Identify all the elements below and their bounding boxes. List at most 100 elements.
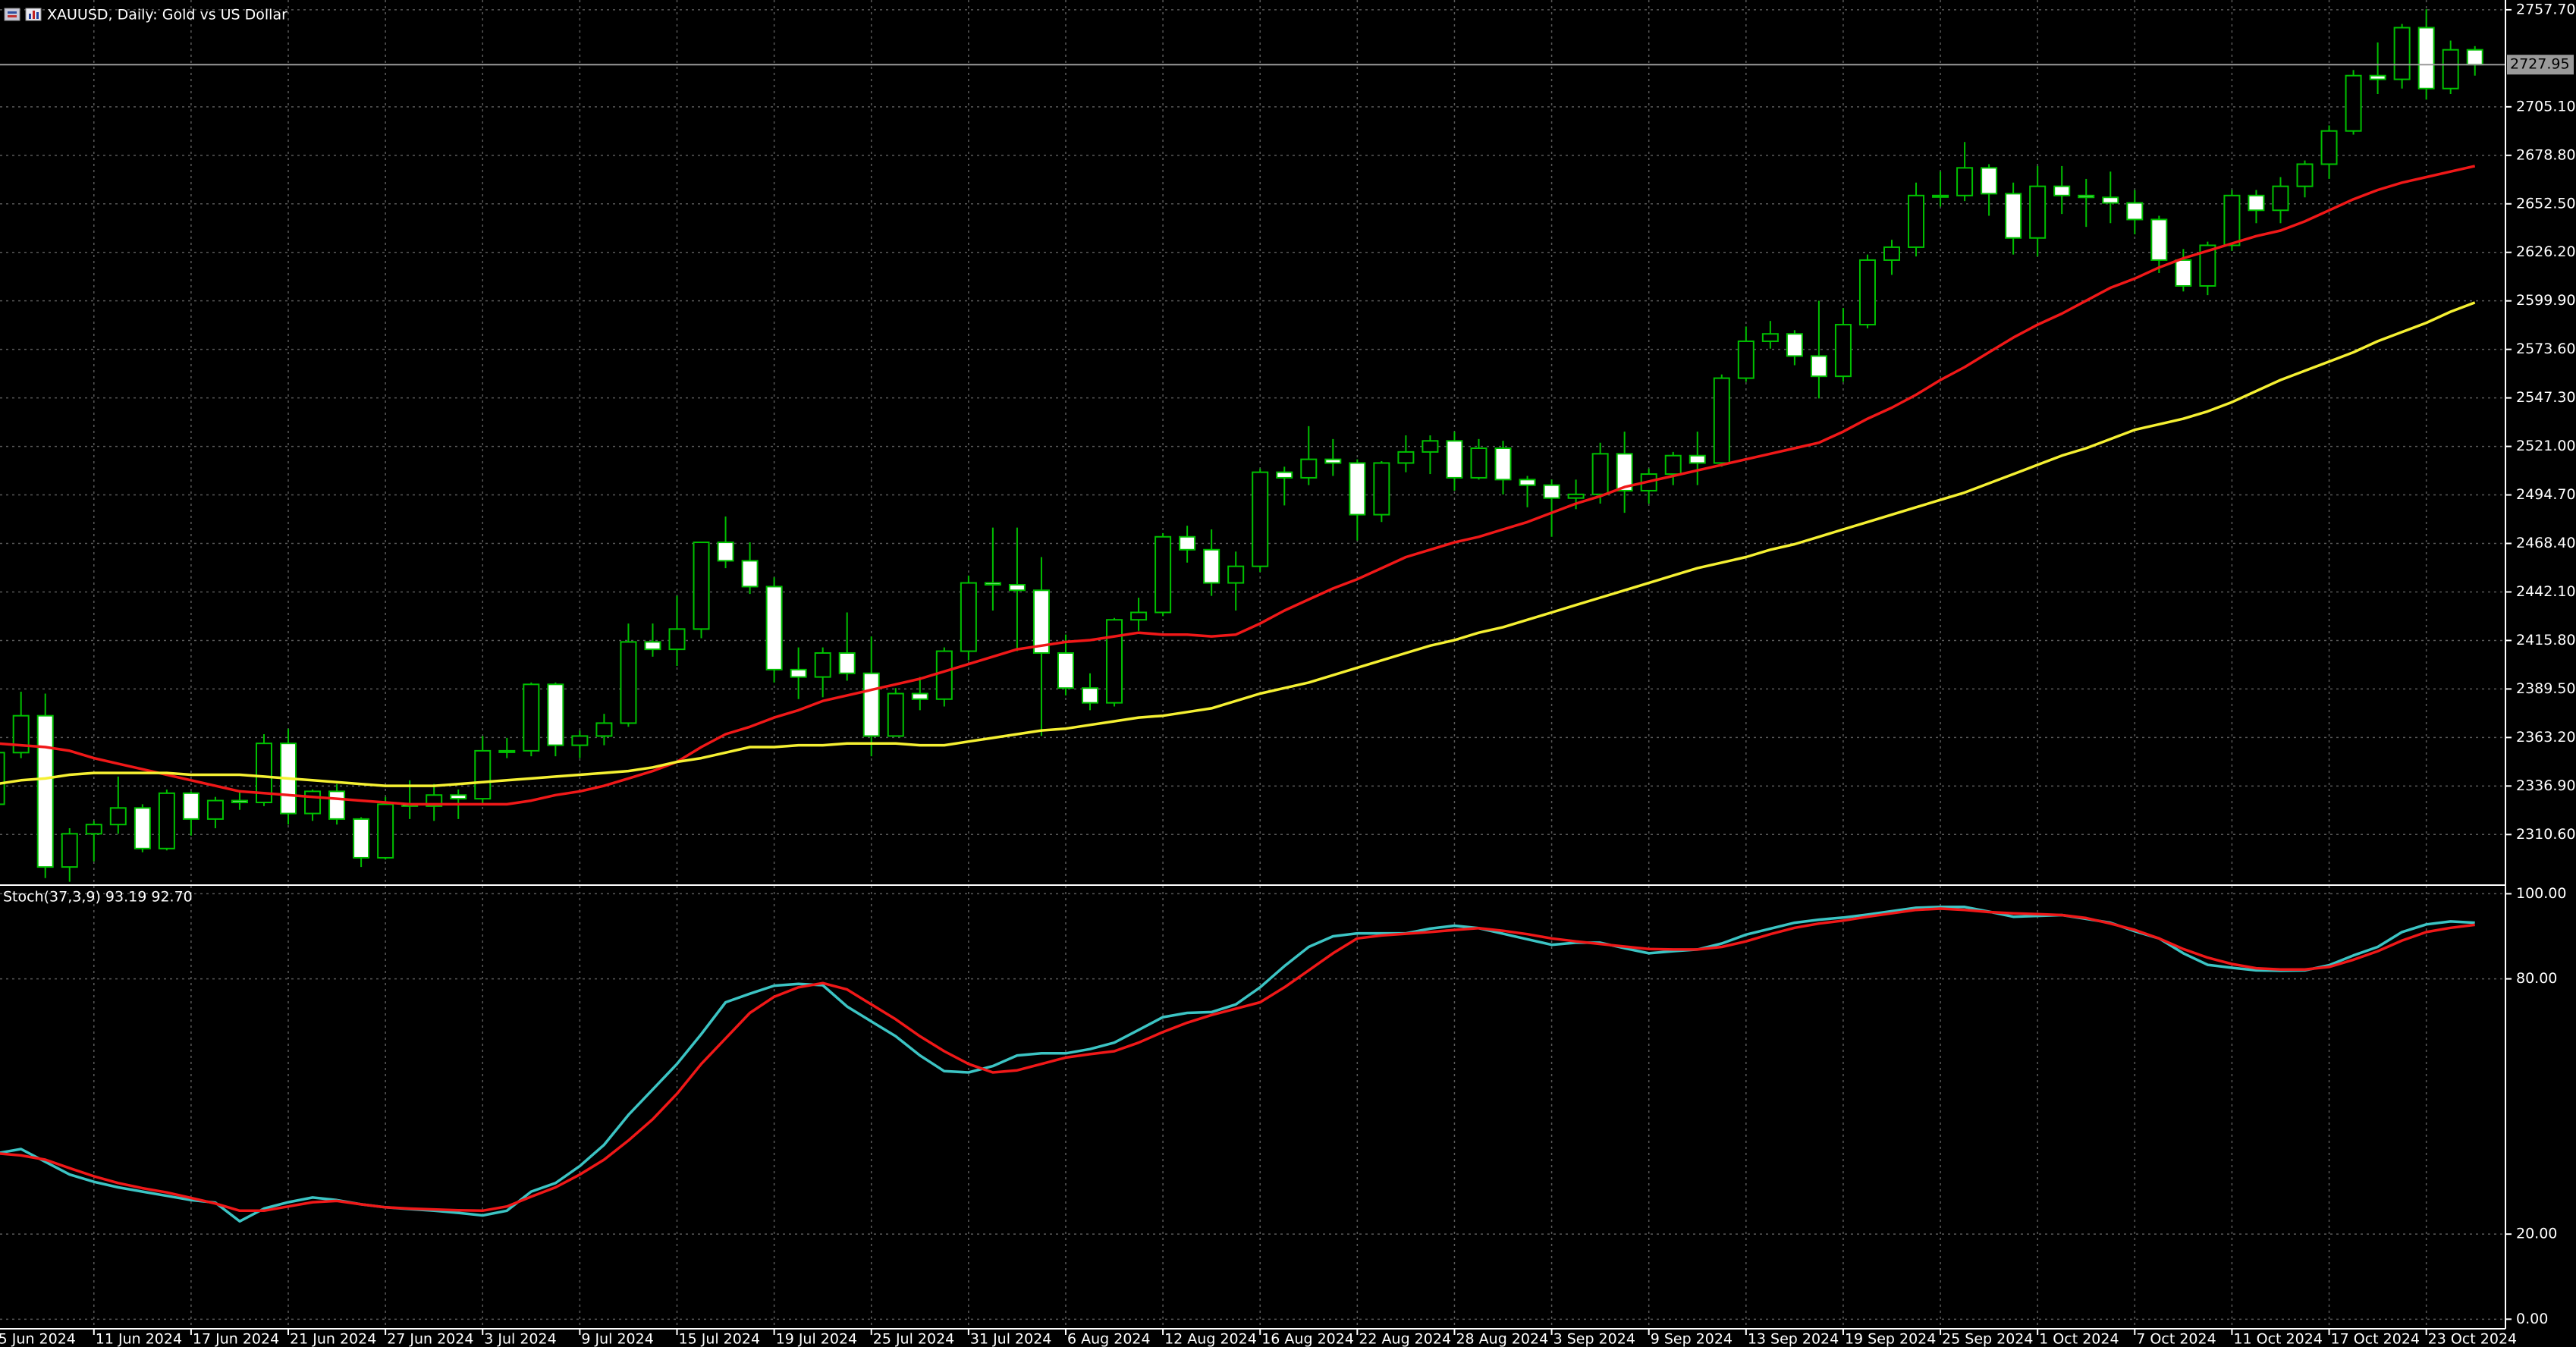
candle-body bbox=[1252, 471, 1269, 567]
candle-body bbox=[862, 672, 880, 737]
candle-body bbox=[1883, 246, 1900, 261]
candle-body bbox=[984, 582, 1001, 586]
candle-body bbox=[1300, 458, 1318, 479]
candle-body bbox=[2248, 194, 2265, 212]
candle-body bbox=[1179, 535, 1196, 551]
candle-body bbox=[61, 833, 78, 868]
candle-body bbox=[36, 714, 54, 868]
candle-body bbox=[1106, 619, 1123, 704]
candle-body bbox=[2053, 185, 2071, 196]
y-tick-label: 0.00 bbox=[2516, 1311, 2548, 1327]
candle-body bbox=[1373, 462, 1390, 516]
y-tick-label: 2363.20 bbox=[2516, 729, 2576, 746]
candle-body bbox=[595, 722, 613, 737]
icon bbox=[8, 15, 17, 17]
candle-body bbox=[1203, 548, 1220, 584]
candle-body bbox=[1276, 471, 1293, 479]
x-tick-label: 17 Jun 2024 bbox=[193, 1331, 279, 1347]
candle-body bbox=[134, 807, 151, 849]
y-tick-label: 2521.00 bbox=[2516, 438, 2576, 454]
indicator-title: Stoch(37,3,9) 93.19 92.70 bbox=[3, 889, 193, 906]
x-tick-label: 22 Aug 2024 bbox=[1359, 1331, 1451, 1347]
x-tick-label: 12 Aug 2024 bbox=[1164, 1331, 1257, 1347]
candle-body bbox=[2102, 196, 2119, 204]
candle-body bbox=[1446, 440, 1463, 479]
line-series bbox=[0, 165, 2476, 806]
candle-body bbox=[450, 794, 467, 800]
y-tick-label: 2415.80 bbox=[2516, 632, 2576, 648]
y-tick-label: 2757.70 bbox=[2516, 1, 2576, 17]
candle-body bbox=[1082, 687, 1099, 704]
candle-body bbox=[693, 542, 710, 630]
x-tick-label: 25 Sep 2024 bbox=[1942, 1331, 2033, 1347]
x-tick-label: 11 Oct 2024 bbox=[2233, 1331, 2322, 1347]
candle-body bbox=[474, 749, 492, 800]
candle-body bbox=[109, 807, 127, 826]
candle-body bbox=[523, 683, 540, 752]
candle-body bbox=[911, 692, 928, 700]
marks-layer bbox=[0, 9, 2505, 1223]
candle-body bbox=[231, 799, 248, 803]
candle-body bbox=[2369, 74, 2386, 80]
candle-body bbox=[2078, 194, 2095, 199]
candle-body bbox=[790, 668, 807, 678]
price-label: 2727.95 bbox=[2510, 56, 2570, 73]
x-tick-label: 1 Oct 2024 bbox=[2039, 1331, 2119, 1347]
candle-body bbox=[935, 650, 953, 700]
candle-body bbox=[1981, 167, 1998, 195]
y-tick-label: 2652.50 bbox=[2516, 195, 2576, 212]
candle-body bbox=[1664, 454, 1682, 476]
candle-body bbox=[765, 586, 783, 670]
y-tick-label: 2389.50 bbox=[2516, 680, 2576, 697]
candle-body bbox=[1494, 447, 1512, 481]
x-tick-label: 15 Jul 2024 bbox=[679, 1331, 761, 1347]
candle-body bbox=[668, 628, 686, 651]
y-tick-label: 2599.90 bbox=[2516, 292, 2576, 309]
candle-body bbox=[1227, 565, 1245, 584]
candle-body bbox=[620, 641, 637, 724]
y-tick-label: 2310.60 bbox=[2516, 826, 2576, 843]
icon bbox=[36, 12, 39, 19]
x-tick-label: 23 Oct 2024 bbox=[2428, 1331, 2517, 1347]
candle-body bbox=[1858, 259, 1876, 326]
candle-body bbox=[328, 790, 346, 820]
x-tick-label: 5 Jun 2024 bbox=[0, 1331, 76, 1347]
candle-body bbox=[1130, 611, 1148, 621]
candle-body bbox=[717, 542, 734, 562]
candle-body bbox=[644, 641, 661, 651]
y-tick-label: 2547.30 bbox=[2516, 389, 2576, 406]
candle-body bbox=[377, 803, 394, 859]
candle-body bbox=[1810, 355, 1827, 378]
candle-body bbox=[1761, 333, 1779, 342]
candle-body bbox=[1324, 458, 1342, 464]
candle-body bbox=[1786, 333, 1803, 357]
y-tick-label: 2626.20 bbox=[2516, 243, 2576, 260]
x-tick-label: 11 Jun 2024 bbox=[96, 1331, 182, 1347]
y-tick-label: 100.00 bbox=[2516, 885, 2566, 902]
x-tick-label: 3 Sep 2024 bbox=[1553, 1331, 1635, 1347]
y-tick-label: 2336.90 bbox=[2516, 777, 2576, 794]
y-tick-label: 2468.40 bbox=[2516, 535, 2576, 551]
y-tick-label: 2678.80 bbox=[2516, 146, 2576, 163]
candle-body bbox=[206, 799, 224, 820]
x-tick-label: 6 Aug 2024 bbox=[1067, 1331, 1151, 1347]
candle-body bbox=[1154, 535, 1172, 614]
y-tick-label: 2573.60 bbox=[2516, 341, 2576, 357]
x-tick-label: 17 Oct 2024 bbox=[2331, 1331, 2420, 1347]
candle-body bbox=[1689, 454, 1706, 464]
icon bbox=[33, 11, 35, 19]
candle-body bbox=[1908, 194, 1925, 248]
icon bbox=[29, 14, 31, 19]
candle-body bbox=[2442, 49, 2459, 89]
x-tick-label: 3 Jul 2024 bbox=[484, 1331, 556, 1347]
line-series bbox=[0, 301, 2476, 787]
candle-body bbox=[2175, 259, 2192, 287]
candle-body bbox=[12, 714, 30, 754]
candle-body bbox=[1956, 167, 1974, 196]
price-label-box bbox=[2507, 55, 2574, 75]
candle-body bbox=[571, 735, 589, 746]
candle-body bbox=[2417, 27, 2435, 89]
candle-body bbox=[1032, 589, 1050, 654]
candle-body bbox=[547, 683, 564, 746]
